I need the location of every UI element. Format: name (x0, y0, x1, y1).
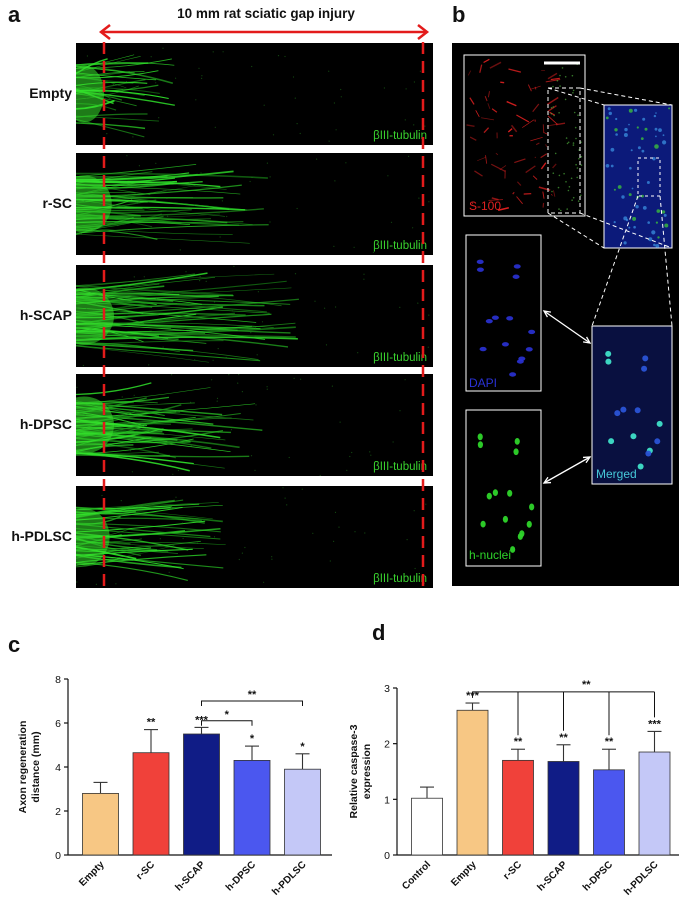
y-tick-label: 2 (55, 806, 61, 818)
significance-h-DPSC: * (250, 733, 255, 745)
bracket-label-1: ** (248, 689, 257, 701)
bracket-label-0: * (225, 709, 230, 721)
row-label-1: r-SC (42, 195, 72, 211)
s100-label: S-100 (469, 199, 502, 213)
s100-box (463, 54, 586, 217)
significance-h-PDLSC: *** (648, 718, 662, 730)
gap-label: 10 mm rat sciatic gap injury (96, 6, 436, 21)
axon-fibers-2 (76, 265, 430, 367)
micrograph-4: βIII-tubulin (76, 486, 433, 588)
axon-fibers-1 (76, 155, 430, 253)
error-bar-h-PDLSC (295, 753, 310, 770)
merged-box (591, 325, 673, 485)
micrograph-0: βIII-tubulin (76, 43, 433, 145)
chart-d: 0 1 2 3 Relative caspase-3expression Control *… (348, 679, 679, 898)
panel-a-letter: a (8, 2, 21, 27)
bar-Empty (82, 792, 119, 856)
x-tick-label: h-PDLSC (622, 859, 660, 897)
stain-label-4: βIII-tubulin (373, 573, 427, 585)
row-label-2: h-SCAP (19, 307, 72, 323)
significance-h-DPSC: ** (605, 736, 614, 748)
hnuclei-label: h-nuclei (469, 548, 512, 562)
error-bar-h-SCAP (194, 726, 209, 734)
gap-boundary-lines (102, 42, 425, 587)
significance-r-SC: ** (514, 736, 523, 748)
chart-c: 0 2 4 6 8 Axon regenerationdistance (mm) Empty… (17, 674, 332, 898)
stain-label-3: βIII-tubulin (373, 461, 427, 473)
bar-Control (411, 797, 443, 856)
bar-h-SCAP (547, 761, 580, 856)
dapi-box (465, 234, 542, 392)
gap-arrow (98, 24, 430, 40)
merged-label: Merged (596, 467, 637, 481)
x-tick-label: h-DPSC (581, 859, 615, 893)
y-tick-label: 6 (55, 718, 61, 730)
bracket-label: ** (582, 679, 591, 691)
y-tick-label: 2 (384, 739, 390, 751)
x-tick-label: h-DPSC (224, 859, 258, 893)
x-tick-label: Empty (77, 859, 107, 889)
row-label-0: Empty (29, 85, 72, 101)
significance-r-SC: ** (147, 717, 156, 729)
y-axis-label: Axon regenerationdistance (mm) (17, 721, 42, 814)
stain-label-0: βIII-tubulin (373, 130, 427, 142)
y-tick-label: 1 (384, 794, 390, 806)
micrograph-2: βIII-tubulin (76, 265, 433, 367)
panel-d-letter: d (372, 620, 386, 645)
hnuclei-box (465, 409, 542, 567)
bracket-1 (201, 700, 303, 706)
bar-r-SC (502, 759, 534, 856)
axon-fibers-4 (76, 487, 427, 585)
significance-h-SCAP: ** (559, 732, 568, 744)
bar-r-SC (132, 752, 170, 856)
error-bar-r-SC (511, 748, 525, 761)
error-bar-h-SCAP (556, 744, 571, 762)
row-label-3: h-DPSC (19, 416, 72, 432)
bar-Empty (456, 709, 489, 856)
panel-b-letter: b (452, 2, 466, 27)
row-label-4: h-PDLSC (11, 528, 72, 544)
bar-h-PDLSC (284, 768, 321, 856)
y-tick-label: 0 (384, 850, 390, 862)
bracket-0 (201, 720, 253, 726)
error-bar-Empty (93, 781, 108, 794)
error-bar-Control (420, 786, 434, 799)
y-tick-label: 8 (55, 674, 61, 686)
significance-h-PDLSC: * (300, 741, 305, 753)
error-bar-h-PDLSC (647, 730, 662, 753)
bar-h-SCAP (183, 733, 220, 856)
x-tick-label: h-SCAP (536, 859, 570, 893)
micrograph-1: βIII-tubulin (76, 153, 433, 255)
bar-h-DPSC (593, 769, 625, 856)
y-tick-label: 3 (384, 683, 390, 695)
axon-fibers-0 (76, 47, 426, 142)
panel-b-micrograph: S-100 DAPI h-nuclei Merged (452, 43, 679, 586)
error-bar-Empty (465, 702, 480, 711)
error-bar-h-DPSC (245, 745, 259, 761)
stain-label-1: βIII-tubulin (373, 240, 427, 252)
stain-label-2: βIII-tubulin (373, 352, 427, 364)
bar-h-PDLSC (638, 751, 671, 856)
dapi-label: DAPI (469, 376, 498, 390)
bracket-multi (472, 691, 655, 736)
x-tick-label: r-SC (501, 859, 524, 882)
x-tick-label: h-SCAP (174, 859, 208, 893)
axes: 0 1 2 3 (384, 683, 679, 862)
panel-c-letter: c (8, 632, 21, 657)
x-tick-label: Control (400, 859, 433, 892)
y-tick-label: 0 (55, 850, 61, 862)
y-axis-label: Relative caspase-3expression (348, 724, 373, 818)
x-tick-label: h-PDLSC (270, 859, 308, 897)
y-tick-label: 4 (55, 762, 61, 774)
bar-h-DPSC (233, 760, 271, 856)
x-tick-label: r-SC (134, 859, 157, 882)
x-tick-label: Empty (449, 859, 479, 889)
error-bar-r-SC (144, 729, 158, 753)
error-bar-h-DPSC (602, 748, 616, 770)
